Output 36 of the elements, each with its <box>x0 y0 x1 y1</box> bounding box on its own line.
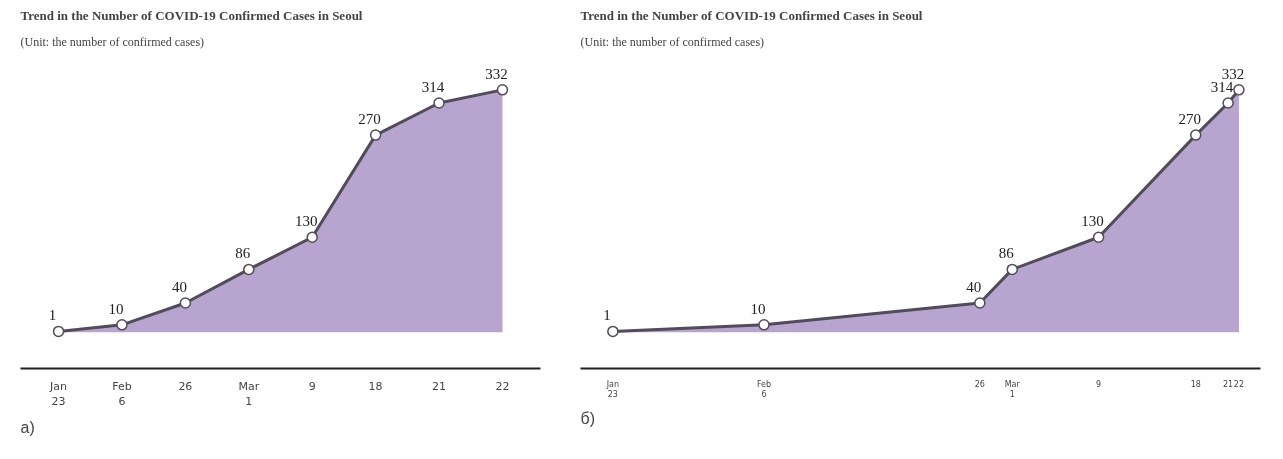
data-label: 86 <box>235 245 251 262</box>
x-tick-label: 26 <box>974 379 985 389</box>
data-label: 40 <box>171 278 187 295</box>
x-tick-label: 9 <box>308 379 316 393</box>
x-tick-label: 9 <box>1096 379 1102 389</box>
data-label: 332 <box>485 65 508 82</box>
data-label: 270 <box>358 111 381 128</box>
x-tick-label: 22 <box>1233 379 1245 389</box>
data-label: 130 <box>1081 213 1104 230</box>
x-tick-label: 18 <box>368 379 383 393</box>
chart-title: Trend in the Number of COVID-19 Confirmed Cases in Seoul <box>580 7 923 23</box>
chart-title: Trend in the Number of COVID-19 Confirmed Cases in Seoul <box>20 7 363 23</box>
data-label: 86 <box>998 245 1015 262</box>
x-tick-label: Jan 23 <box>49 379 68 409</box>
data-label: 314 <box>421 78 445 95</box>
x-tick-label: Jan 23 <box>605 379 620 400</box>
x-tick-label: Feb 6 <box>112 379 132 409</box>
data-label: 10 <box>108 300 124 317</box>
x-tick-label: 26 <box>178 379 193 393</box>
data-label: 40 <box>966 278 982 295</box>
text: а) <box>20 418 35 436</box>
data-label: 10 <box>750 300 766 317</box>
data-label: 130 <box>294 213 318 230</box>
text: б) <box>580 409 595 427</box>
x-tick-label: Feb 6 <box>756 379 772 400</box>
x-tick-label: 21 <box>1223 379 1234 389</box>
data-label: 270 <box>1178 111 1201 128</box>
data-label: 1 <box>603 307 611 324</box>
x-tick-label: 21 <box>432 379 447 393</box>
chart-subtitle: (Unit: the number of confirmed cases) <box>20 34 205 49</box>
x-tick-label: 18 <box>1190 379 1201 389</box>
chart-subtitle: (Unit: the number of confirmed cases) <box>580 34 765 49</box>
x-tick-label: Mar 1 <box>1004 379 1021 400</box>
x-tick-label: Mar 1 <box>238 379 260 409</box>
x-tick-label: 22 <box>495 379 510 393</box>
data-label: 1 <box>48 307 57 324</box>
